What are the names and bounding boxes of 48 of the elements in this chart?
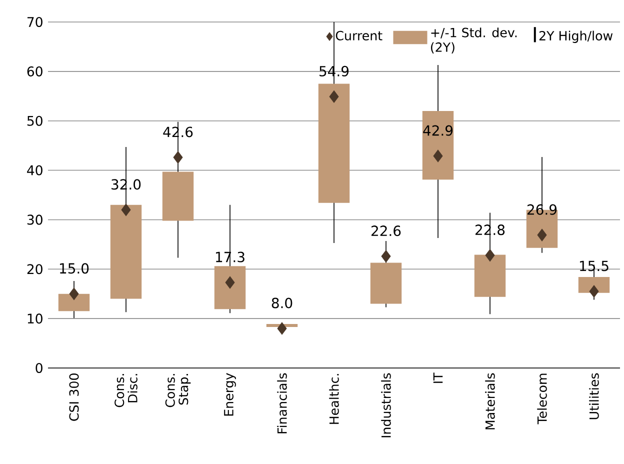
legend-label: +/-1 Std. dev. (2Y) <box>430 28 517 54</box>
x-tick-label: Industrials <box>381 373 391 438</box>
y-tick-label: 20 <box>27 264 42 274</box>
point <box>121 204 131 216</box>
bar <box>318 84 350 203</box>
x-tick-label: Materials <box>485 373 495 430</box>
y-tick-label: 70 <box>27 16 42 28</box>
bar <box>422 110 454 180</box>
point <box>173 151 183 164</box>
point <box>69 288 79 300</box>
x-tick-label: IT <box>433 372 443 383</box>
data-label: 22.6 <box>371 226 401 236</box>
x-tick-label: Telecom <box>537 374 547 424</box>
y-tick-label: 10 <box>28 314 42 324</box>
point <box>485 249 495 262</box>
point <box>329 90 339 103</box>
y-tick-label: 30 <box>27 214 42 225</box>
bar <box>474 254 506 297</box>
x-tick-label: Energy <box>224 373 236 416</box>
bar <box>162 172 194 221</box>
point <box>225 276 235 289</box>
y-tick-label: 50 <box>27 116 42 126</box>
legend-label: Current <box>336 30 382 40</box>
bar <box>58 294 90 312</box>
point <box>433 150 443 162</box>
x-tick-label: Cons. Stap. <box>165 374 191 408</box>
y-tick-label: 40 <box>27 165 42 176</box>
data-label: 15.5 <box>580 260 608 272</box>
bar <box>370 262 402 304</box>
data-label: 26.9 <box>528 204 557 215</box>
data-label: 15.0 <box>60 263 89 274</box>
x-tick-label: Healthc. <box>329 374 339 424</box>
y-tick-label: 0 <box>36 362 42 374</box>
x-tick-label: Cons. Disc. <box>114 374 138 408</box>
bar <box>578 277 610 293</box>
bar <box>214 266 246 310</box>
data-label: 8.0 <box>272 298 292 308</box>
x-tick-label: Utilities <box>589 373 599 420</box>
point <box>589 285 599 298</box>
y-tick-label: 60 <box>27 66 42 76</box>
point <box>381 250 391 263</box>
point <box>277 322 287 335</box>
bar <box>110 204 142 299</box>
x-tick-label: Financials <box>277 373 287 434</box>
x-tick-label: CSI 300 <box>69 374 79 421</box>
point <box>537 228 547 242</box>
data-label: 42.9 <box>423 125 453 136</box>
legend-label: 2Y High/low <box>539 30 613 43</box>
